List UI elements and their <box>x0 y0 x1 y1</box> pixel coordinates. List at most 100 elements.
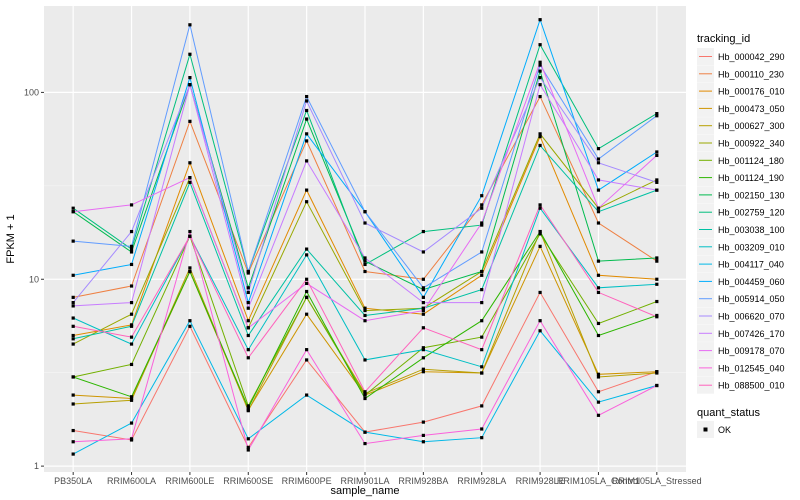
data-point-Hb_000176_010 <box>421 312 425 316</box>
data-point-Hb_003209_010 <box>538 206 542 210</box>
x-tick-label: RRIM600PE <box>282 476 332 486</box>
data-point-Hb_088500_010 <box>538 203 542 207</box>
y-tick-label: 100 <box>24 87 39 97</box>
data-point-Hb_006620_070 <box>538 76 542 80</box>
data-point-Hb_005914_050 <box>246 269 250 274</box>
data-point-Hb_009178_070 <box>596 206 601 210</box>
x-tick-label: RRIM928BA <box>398 476 448 486</box>
x-tick-label: RRIM901LA <box>340 476 389 486</box>
data-point-Hb_000176_010 <box>246 319 250 323</box>
legend-entry: Hb_000473_050 <box>718 104 785 114</box>
data-point-Hb_000176_010 <box>655 277 659 281</box>
data-point-Hb_000627_300 <box>363 391 367 395</box>
x-tick-label: RRIM928LA <box>457 476 506 486</box>
data-point-Hb_007426_170 <box>246 306 250 310</box>
data-point-Hb_003209_010 <box>363 358 367 362</box>
data-point-Hb_005914_050 <box>71 239 75 243</box>
data-point-Hb_000627_300 <box>129 398 134 402</box>
data-point-Hb_003209_010 <box>596 286 601 290</box>
legend-entry: Hb_004117_040 <box>718 260 784 270</box>
data-point-Hb_007426_170 <box>129 301 134 305</box>
data-point-Hb_007426_170 <box>363 256 367 260</box>
data-point-Hb_000042_290 <box>305 358 309 362</box>
data-point-Hb_005914_050 <box>188 23 192 27</box>
data-point-Hb_000110_230 <box>188 119 192 123</box>
data-point-Hb_088500_010 <box>71 324 75 328</box>
data-point-Hb_009178_070 <box>480 221 484 225</box>
data-point-Hb_001124_190 <box>480 319 484 323</box>
data-point-Hb_000627_300 <box>655 371 659 375</box>
data-point-Hb_012545_040 <box>246 448 250 452</box>
data-point-Hb_000176_010 <box>596 273 601 277</box>
data-point-Hb_000042_290 <box>480 404 484 408</box>
data-point-Hb_002759_120 <box>655 112 659 116</box>
data-point-Hb_088500_010 <box>480 348 484 352</box>
data-point-Hb_002150_130 <box>129 250 134 254</box>
data-point-Hb_001124_180 <box>246 404 250 408</box>
data-point-Hb_004117_040 <box>246 437 250 441</box>
legend-entry: Hb_000176_010 <box>718 87 785 97</box>
data-point-Hb_000473_050 <box>538 244 542 248</box>
data-point-Hb_009178_070 <box>363 319 367 323</box>
data-point-Hb_003209_010 <box>480 365 484 369</box>
data-point-Hb_001124_190 <box>129 395 134 399</box>
data-point-Hb_003038_100 <box>421 306 425 310</box>
data-point-Hb_009178_070 <box>421 308 425 313</box>
data-point-Hb_004459_060 <box>596 188 601 192</box>
data-point-Hb_001124_190 <box>305 289 309 294</box>
data-point-Hb_009178_070 <box>71 210 75 214</box>
legend: tracking_id quant_status OK Hb_000042_29… <box>697 33 785 438</box>
x-tick-label: RRIM105LA_Control <box>557 476 640 486</box>
data-point-Hb_003209_010 <box>305 253 309 257</box>
data-point-Hb_004117_040 <box>421 440 425 444</box>
data-point-Hb_007426_170 <box>480 301 484 305</box>
data-point-Hb_012545_040 <box>596 413 601 417</box>
data-point-Hb_007426_170 <box>596 178 601 182</box>
x-tick-label: RRIM600SE <box>223 476 273 486</box>
data-point-Hb_002150_130 <box>246 286 250 290</box>
data-point-Hb_001124_180 <box>129 362 134 367</box>
legend-entry: Hb_000042_290 <box>718 52 785 62</box>
data-point-Hb_000110_230 <box>71 295 75 299</box>
data-point-Hb_001124_180 <box>363 393 367 397</box>
data-point-Hb_003209_010 <box>129 342 134 346</box>
data-point-Hb_003038_100 <box>188 180 192 184</box>
data-point-Hb_000473_050 <box>305 312 309 316</box>
data-point-Hb_012545_040 <box>538 319 542 323</box>
point-legend-title: quant_status <box>697 407 760 419</box>
data-point-Hb_003209_010 <box>246 348 250 352</box>
data-point-Hb_012545_040 <box>188 229 192 234</box>
data-point-Hb_088500_010 <box>246 356 250 360</box>
data-point-Hb_002150_130 <box>538 69 542 73</box>
data-point-Hb_000473_050 <box>129 396 134 401</box>
data-point-Hb_004459_060 <box>71 273 75 277</box>
data-point-Hb_002150_130 <box>305 117 309 121</box>
data-point-Hb_000922_340 <box>363 308 367 313</box>
data-point-Hb_000110_230 <box>129 284 134 288</box>
point-legend-marker <box>703 427 708 432</box>
legend-entry: Hb_009178_070 <box>718 346 785 356</box>
data-point-Hb_000042_290 <box>596 390 601 394</box>
data-point-Hb_000110_230 <box>363 269 367 274</box>
data-point-Hb_000176_010 <box>480 273 484 277</box>
legend-entry: Hb_003209_010 <box>718 242 785 252</box>
data-point-Hb_000042_290 <box>188 324 192 328</box>
data-point-Hb_003038_100 <box>71 337 75 341</box>
data-point-Hb_012545_040 <box>421 433 425 438</box>
data-point-Hb_000473_050 <box>71 393 75 397</box>
legend-entry: Hb_007426_170 <box>718 329 785 339</box>
data-point-Hb_004117_040 <box>71 452 75 456</box>
x-axis-title: sample_name <box>330 485 399 497</box>
data-point-Hb_001124_180 <box>480 335 484 339</box>
data-point-Hb_005914_050 <box>655 114 659 118</box>
data-point-Hb_002759_120 <box>305 108 309 113</box>
data-point-Hb_002150_130 <box>480 269 484 274</box>
data-point-Hb_001124_190 <box>363 396 367 401</box>
data-point-Hb_004117_040 <box>363 430 367 434</box>
data-point-Hb_003209_010 <box>421 348 425 352</box>
data-point-Hb_005914_050 <box>596 157 601 161</box>
data-point-Hb_088500_010 <box>421 326 425 330</box>
data-point-Hb_004459_060 <box>421 295 425 299</box>
data-point-Hb_002759_120 <box>421 229 425 234</box>
